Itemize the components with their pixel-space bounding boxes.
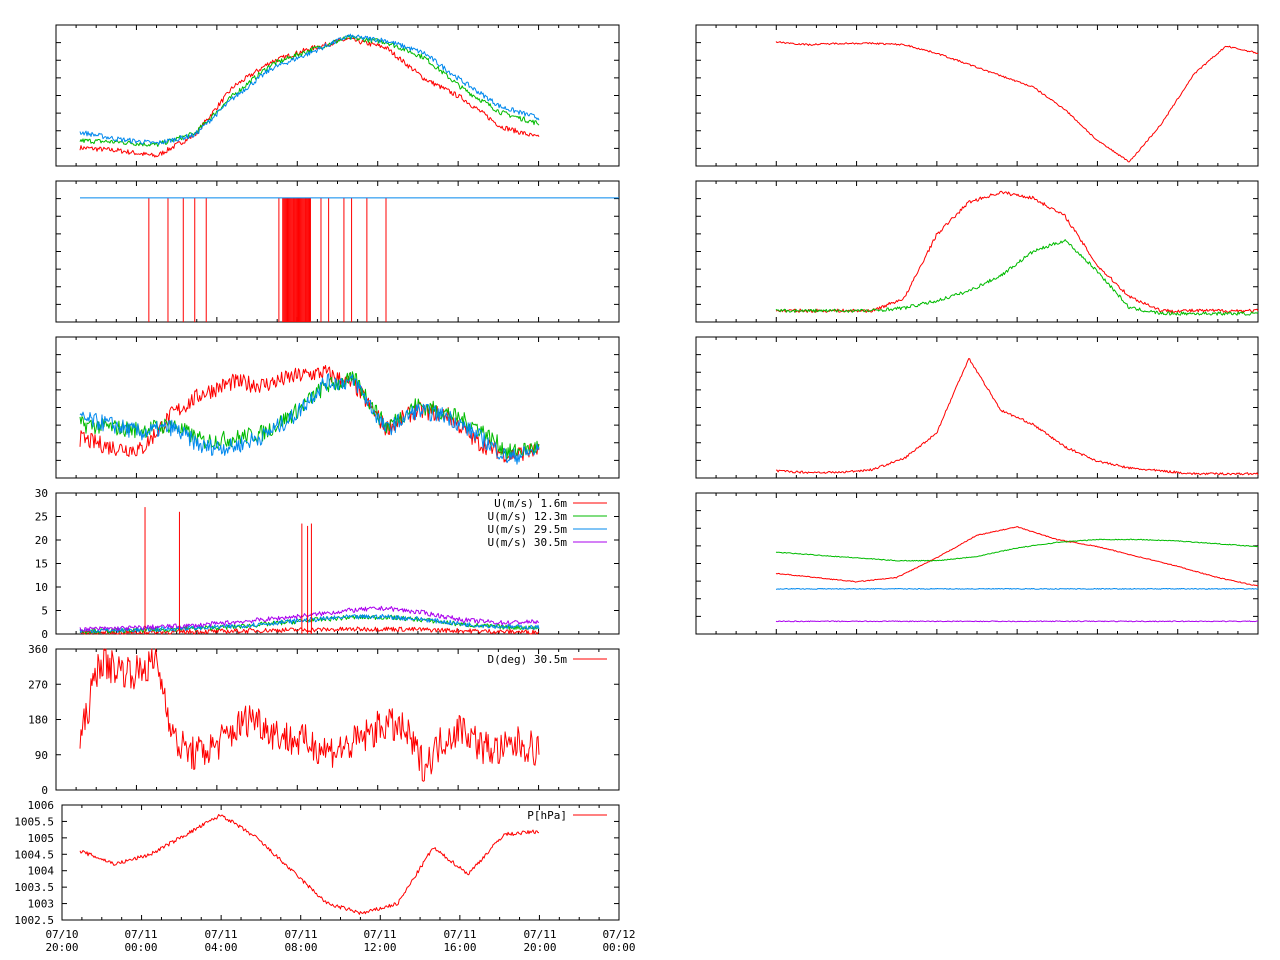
y-tick-label: 10 bbox=[35, 581, 48, 594]
y-tick-label: 20 bbox=[35, 534, 48, 547]
series-line bbox=[79, 605, 540, 632]
y-tick-label: 90 bbox=[35, 749, 48, 762]
legend-entry: P[hPa] bbox=[527, 809, 567, 822]
panel-right-3-frame bbox=[695, 336, 1259, 479]
chart-panel-right-1 bbox=[695, 24, 1259, 167]
y-tick-label: 30 bbox=[35, 487, 48, 500]
y-tick-label: 25 bbox=[35, 511, 48, 524]
chart-panel-left-3 bbox=[55, 336, 620, 479]
y-tick-label: 360 bbox=[28, 643, 48, 656]
legend-entry: U(m/s) 1.6m bbox=[494, 497, 567, 510]
chart-panel-right-2 bbox=[695, 180, 1259, 323]
series-line bbox=[775, 41, 1259, 163]
series-line bbox=[775, 538, 1259, 562]
y-tick-label: 1005.5 bbox=[14, 815, 54, 828]
y-tick-label: 180 bbox=[28, 714, 48, 727]
x-tick-date: 07/10 bbox=[45, 928, 78, 941]
y-tick-label: 0 bbox=[41, 784, 48, 797]
series-line bbox=[776, 358, 1259, 476]
x-axis-labels: 07/10 20:00 07/11 00:00 07/11 04:00 07/1… bbox=[45, 928, 635, 954]
x-tick-date: 07/11 bbox=[124, 928, 157, 941]
x-tick-time: 16:00 bbox=[443, 941, 476, 954]
y-tick-label: 1004.5 bbox=[14, 848, 54, 861]
x-tick-date: 07/11 bbox=[523, 928, 556, 941]
series-line bbox=[79, 34, 540, 147]
y-tick-label: 1003.5 bbox=[14, 881, 54, 894]
legend-entry: U(m/s) 29.5m bbox=[488, 523, 568, 536]
x-tick-date: 07/11 bbox=[443, 928, 476, 941]
x-tick-date: 07/12 bbox=[602, 928, 635, 941]
series-line bbox=[79, 373, 540, 465]
series-line bbox=[775, 620, 1259, 623]
series-line bbox=[775, 239, 1259, 316]
panel-left-3-frame bbox=[55, 336, 620, 479]
x-tick-time: 00:00 bbox=[124, 941, 157, 954]
x-tick-time: 08:00 bbox=[284, 941, 317, 954]
chart-panel-left-5: 0 90 180 270 360 D(deg) 30.5m bbox=[28, 643, 620, 797]
x-tick-date: 07/11 bbox=[204, 928, 237, 941]
panel-right-4-frame bbox=[695, 492, 1259, 635]
y-tick-label: 1006 bbox=[28, 799, 55, 812]
chart-panel-left-2 bbox=[55, 180, 620, 323]
series-line bbox=[79, 365, 540, 463]
x-tick-date: 07/11 bbox=[284, 928, 317, 941]
series-line bbox=[79, 37, 540, 158]
series-line bbox=[775, 190, 1259, 313]
panel-left-6-frame bbox=[61, 804, 620, 921]
panel-right-1-frame bbox=[695, 24, 1259, 167]
y-tick-label: 1004 bbox=[28, 865, 55, 878]
series-line bbox=[79, 33, 540, 146]
series-line bbox=[79, 648, 540, 782]
series-line bbox=[79, 814, 539, 915]
x-tick-time: 20:00 bbox=[523, 941, 556, 954]
x-tick-time: 20:00 bbox=[45, 941, 78, 954]
panel-right-2-frame bbox=[695, 180, 1259, 323]
series-line bbox=[79, 626, 540, 635]
y-tick-label: 1002.5 bbox=[14, 914, 54, 927]
panel-left-1-frame bbox=[55, 24, 620, 167]
panel-left-5-frame bbox=[55, 648, 620, 791]
y-tick-label: 270 bbox=[28, 678, 48, 691]
legend-entry: D(deg) 30.5m bbox=[488, 653, 568, 666]
y-tick-label: 0 bbox=[41, 628, 48, 641]
chart-panel-right-3 bbox=[695, 336, 1259, 479]
y-tick-label: 1003 bbox=[28, 898, 55, 911]
x-tick-date: 07/11 bbox=[363, 928, 396, 941]
chart-panel-right-4 bbox=[695, 492, 1259, 635]
legend-entry: U(m/s) 12.3m bbox=[488, 510, 568, 523]
y-tick-label: 5 bbox=[41, 605, 48, 618]
y-tick-label: 1005 bbox=[28, 832, 55, 845]
x-tick-time: 04:00 bbox=[204, 941, 237, 954]
series-line bbox=[775, 526, 1259, 587]
x-tick-time: 00:00 bbox=[602, 941, 635, 954]
panel-left-2-frame bbox=[55, 180, 620, 323]
x-tick-time: 12:00 bbox=[363, 941, 396, 954]
chart-panel-left-6: 1002.5 1003 1003.5 1004 1004.5 1005 1005.5 1006… bbox=[14, 799, 620, 927]
series-line bbox=[79, 613, 540, 634]
legend-entry: U(m/s) 30.5m bbox=[488, 536, 568, 549]
chart-panel-left-1 bbox=[55, 24, 620, 167]
series-line bbox=[776, 588, 1259, 590]
y-tick-label: 15 bbox=[35, 558, 48, 571]
